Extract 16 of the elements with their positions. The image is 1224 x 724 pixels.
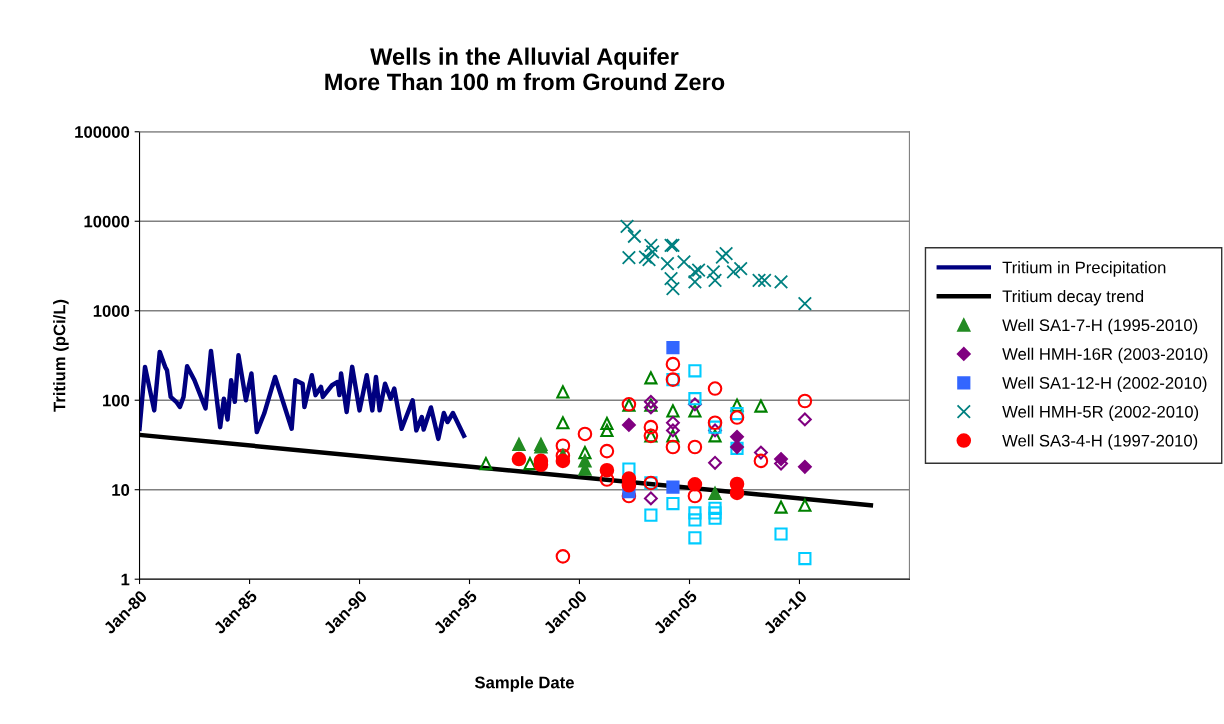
y-tick-label: 100: [103, 394, 130, 407]
y-tick-label: 100000: [75, 126, 130, 138]
legend-label: Well HMH-5R (2002-2010): [1002, 405, 1199, 421]
y-axis-title: Tritium (pCi/L): [53, 299, 69, 412]
y-tick-label: 1000: [93, 305, 130, 317]
y-tick-label: 10: [112, 484, 130, 496]
y-tick-label: 1: [121, 573, 130, 586]
legend-label: Tritium decay trend: [1002, 289, 1144, 306]
x-axis-title: Sample Date: [474, 676, 574, 692]
legend-label: Well SA1-7-H (1995-2010): [1002, 318, 1198, 335]
legend-label: Well HMH-16R (2003-2010): [1002, 347, 1208, 364]
chart-title: Wells in the Alluvial Aquifer More Than 100 m from Ground Zero: [325, 47, 725, 91]
legend-label: Well SA1-12-H (2002-2010): [1002, 376, 1207, 393]
legend-label: Tritium in Precipitation: [1002, 261, 1166, 277]
y-tick-label: 10000: [84, 215, 130, 228]
legend-label: Well SA3-4-H (1997-2010): [1002, 434, 1198, 450]
